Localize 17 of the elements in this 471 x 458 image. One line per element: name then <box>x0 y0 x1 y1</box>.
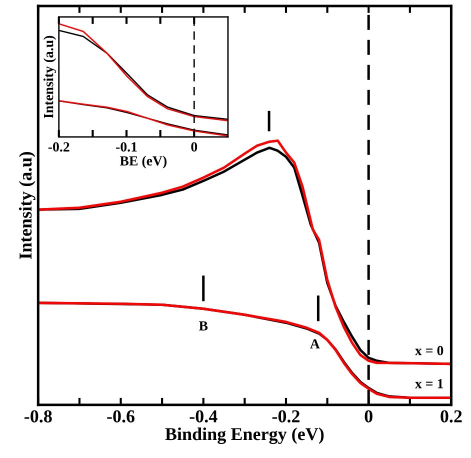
x-tick-label: -0.1 <box>116 142 137 152</box>
x-tick-label: -0.8 <box>24 410 52 423</box>
x-tick-label: -0.2 <box>48 142 70 152</box>
x-axis-title: BE (eV) <box>120 156 167 168</box>
x-tick-label: -0.4 <box>190 410 218 423</box>
annotation: x = 1 <box>415 379 443 388</box>
x-tick-label: 0 <box>191 142 198 152</box>
annotation: B <box>198 321 208 330</box>
annotation: x = 0 <box>415 346 444 356</box>
x-tick-label: -0.2 <box>272 410 300 423</box>
x-tick-label: -0.6 <box>107 410 135 423</box>
annotation: A <box>310 339 320 348</box>
y-axis-title: Intensity (a.u) <box>43 36 56 118</box>
x-axis-title: Binding Energy (eV) <box>165 427 324 444</box>
y-axis-title: Intensity (a.u) <box>18 152 36 259</box>
x-tick-label: 0 <box>364 410 372 422</box>
x-tick-label: 0.2 <box>440 410 462 423</box>
